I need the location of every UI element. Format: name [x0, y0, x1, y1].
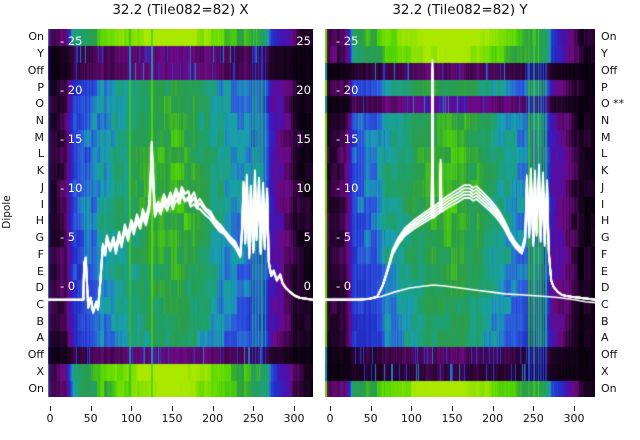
x-tick-label: 200 — [482, 412, 504, 425]
row-label-left-o: O — [35, 97, 44, 111]
y-tick-label-left-panel: - 20 — [60, 83, 83, 97]
row-label-right-p: P — [601, 80, 608, 94]
row-label-right-i: I — [601, 197, 605, 211]
y-tick-label-left-panel: - 15 — [60, 132, 83, 146]
x-tick-label: 100 — [120, 412, 142, 425]
row-label-right-h: H — [601, 214, 610, 228]
row-label-left-e: E — [37, 264, 44, 278]
y-tick-label-left-panel: - 5 — [60, 230, 76, 244]
row-label-left-g: G — [35, 231, 44, 245]
row-label-left-i: I — [40, 197, 44, 211]
row-label-left-c: C — [36, 298, 44, 311]
row-label-left-on: On — [28, 30, 44, 44]
row-label-left-y: Y — [37, 47, 44, 61]
x-tick-mark — [533, 406, 535, 411]
x-tick-label: 50 — [363, 412, 378, 425]
row-label-left-x: X — [36, 364, 44, 378]
row-label-right-y: Y — [601, 47, 608, 61]
row-label-right-x: X — [601, 364, 609, 378]
row-label-left-a: A — [36, 331, 44, 345]
row-label-left-d: D — [35, 281, 44, 295]
x-tick-mark — [451, 406, 453, 411]
x-tick-label: 250 — [242, 412, 264, 425]
row-label-left-n: N — [35, 114, 44, 127]
row-label-left-off: Off — [27, 63, 44, 77]
right-panel-title: 32.2 (Tile082=82) Y — [392, 2, 528, 18]
row-label-right-b: B — [601, 314, 609, 328]
x-tick-label: 200 — [202, 412, 224, 425]
y-tick-label-left-panel: - 10 — [60, 181, 83, 195]
x-tick-mark — [330, 406, 331, 411]
x-tick-label: 150 — [441, 412, 463, 425]
y-tick-label-right-panel: - 0 — [336, 279, 352, 293]
y-tick-label-left-panel-right: 5 — [303, 230, 311, 244]
heatmap-panel-x — [48, 29, 313, 397]
row-label-left-off: Off — [27, 348, 44, 362]
x-tick-mark — [50, 406, 51, 411]
y-tick-label-right-panel: - 5 — [336, 230, 352, 244]
row-label-left-k: K — [36, 164, 44, 178]
row-label-right-g: G — [601, 231, 610, 245]
y-tick-label-left-panel-right: 15 — [296, 132, 311, 146]
x-tick-label: 50 — [83, 412, 98, 425]
x-tick-label: 300 — [283, 412, 305, 425]
y-tick-label-right-panel: - 10 — [336, 181, 359, 195]
y-tick-label-left-panel: - 25 — [60, 34, 83, 48]
row-label-left-j: J — [40, 180, 44, 194]
row-label-right-k: K — [601, 164, 609, 178]
row-label-right-l: L — [601, 147, 608, 161]
row-label-left-m: M — [34, 130, 45, 144]
row-label-left-b: B — [36, 314, 44, 328]
row-label-right-off: Off — [601, 63, 618, 77]
x-tick-mark — [411, 406, 413, 411]
row-label-left-p: P — [37, 80, 44, 94]
x-tick-label: 250 — [522, 412, 544, 425]
x-tick-mark — [573, 406, 575, 411]
x-tick-label: 0 — [326, 412, 334, 425]
heatmap-panel-y — [325, 29, 595, 397]
row-label-right-a: A — [601, 331, 609, 345]
y-tick-label-left-panel-right: 25 — [296, 34, 311, 48]
x-tick-mark — [253, 406, 255, 411]
x-tick-label: 300 — [563, 412, 585, 425]
y-tick-label-right-panel: - 20 — [336, 83, 359, 97]
row-label-right-on: On — [601, 381, 617, 395]
row-label-right-on: On — [601, 30, 617, 44]
row-label-left-h: H — [35, 214, 44, 228]
left-panel-title: 32.2 (Tile082=82) X — [112, 2, 249, 18]
x-tick-mark — [171, 406, 173, 411]
y-tick-label-left-panel-right: 0 — [303, 279, 311, 293]
row-label-right-d: D — [601, 281, 610, 295]
x-tick-mark — [90, 406, 92, 411]
y-tick-label-left-panel-right: 10 — [296, 181, 311, 195]
x-tick-mark — [293, 406, 295, 411]
x-tick-label: 150 — [161, 412, 183, 425]
row-label-right-e: E — [601, 264, 608, 278]
row-label-right-off: Off — [601, 348, 618, 362]
x-tick-label: 100 — [400, 412, 422, 425]
row-label-right-m: M — [601, 130, 611, 144]
row-label-right-j: J — [601, 180, 605, 194]
row-label-left-on: On — [28, 381, 44, 395]
x-tick-mark — [131, 406, 133, 411]
y-tick-label-left-panel: - 0 — [60, 279, 76, 293]
row-label-right-o: O ** — [601, 97, 625, 111]
row-label-left-l: L — [37, 147, 44, 161]
y-tick-label-right-panel: - 25 — [336, 34, 359, 48]
x-tick-label: 0 — [46, 412, 54, 425]
x-tick-mark — [212, 406, 214, 411]
y-tick-label-left-panel-right: 20 — [296, 83, 311, 97]
row-label-right-n: N — [601, 114, 610, 127]
row-label-left-f: F — [37, 247, 44, 261]
row-label-right-c: C — [601, 298, 609, 311]
x-tick-mark — [370, 406, 372, 411]
row-label-right-f: F — [601, 247, 608, 261]
x-tick-mark — [492, 406, 494, 411]
y-tick-label-right-panel: - 15 — [336, 132, 359, 146]
